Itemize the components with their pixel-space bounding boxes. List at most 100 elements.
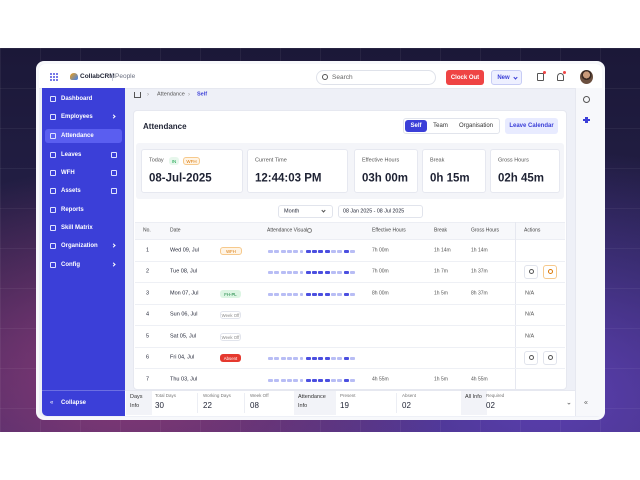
nav-item[interactable]: Attendance <box>61 133 94 139</box>
visual-segment <box>331 356 336 360</box>
nav-item[interactable]: Reports <box>61 207 84 213</box>
action-button[interactable] <box>543 265 557 279</box>
cell-no: 6 <box>146 354 150 361</box>
nav-item[interactable]: Assets <box>61 188 81 194</box>
summary-value: 02 <box>402 401 411 410</box>
brand: CollabCRM <box>80 72 115 80</box>
visual-segment <box>324 356 330 360</box>
table-header: Effective Hours <box>372 227 406 234</box>
nav-item[interactable]: Organization <box>61 243 98 249</box>
visual-segment <box>312 292 318 296</box>
action-button[interactable] <box>524 265 538 279</box>
visual-segment <box>349 292 355 296</box>
summary-value: 19 <box>340 401 349 410</box>
visual-segment <box>324 292 330 296</box>
summary-value: 30 <box>155 401 164 410</box>
summary-value: 08 <box>250 401 259 410</box>
row-divider <box>135 368 565 369</box>
cell-date: Sat 05, Jul <box>170 333 196 340</box>
visual-segment <box>318 249 324 253</box>
cell-gross: 4h 55m <box>471 376 488 383</box>
visual-segment <box>280 270 286 274</box>
search-box[interactable] <box>316 70 436 85</box>
cell-no: 7 <box>146 376 150 383</box>
summary-value: 02 <box>486 401 495 410</box>
clock-out-button[interactable]: Clock Out <box>446 70 484 85</box>
breadcrumb-sep: › <box>147 92 149 98</box>
visual-segment <box>293 249 299 253</box>
search-icon <box>322 74 328 80</box>
table-header: Date <box>170 227 181 234</box>
summary-bar <box>125 390 575 416</box>
collapse[interactable]: Collapse <box>61 400 87 406</box>
visual-segment <box>331 292 336 296</box>
visual-segment <box>274 270 280 274</box>
visual-segment <box>343 378 349 382</box>
stat-card <box>490 149 560 193</box>
stat-value: 0h 15m <box>430 172 470 185</box>
visual-segment <box>312 356 318 360</box>
range-box[interactable] <box>338 205 423 218</box>
tab-group <box>403 118 500 134</box>
nav-plus <box>111 170 117 176</box>
action-button[interactable] <box>524 351 538 365</box>
tab[interactable]: Self <box>405 120 427 132</box>
cell-gross: 1h 37m <box>471 268 488 275</box>
visual-segment <box>293 270 299 274</box>
status-tag: Week Off <box>220 311 241 319</box>
nav-item[interactable]: Employees <box>61 114 93 120</box>
cell-date: Sun 06, Jul <box>170 311 198 318</box>
visual-segment <box>337 356 343 360</box>
visual-segment <box>299 378 303 382</box>
visual-segment <box>274 249 280 253</box>
visual-segment <box>280 378 286 382</box>
avatar[interactable] <box>580 70 593 84</box>
row-divider <box>135 282 565 283</box>
nav-item[interactable]: Dashboard <box>61 96 93 102</box>
nav-icon <box>50 114 56 120</box>
new-button[interactable]: New <box>491 70 522 85</box>
status-tag: Absent <box>220 354 241 362</box>
table-header: Gross Hours <box>471 227 500 234</box>
nav-item[interactable]: Leaves <box>61 152 82 158</box>
apps-icon-dot <box>53 73 55 75</box>
status-tag: FH-PL <box>220 290 241 298</box>
tab[interactable]: Team <box>433 123 448 129</box>
leave-calendar-button[interactable]: Leave Calendar <box>505 118 558 134</box>
period: Month <box>284 207 300 214</box>
nav-icon <box>50 225 56 231</box>
info-icon <box>307 228 312 233</box>
action-button[interactable] <box>543 351 557 365</box>
table-header: Actions <box>524 227 541 234</box>
tab[interactable]: Organisation <box>458 123 494 129</box>
cell-break: 1h 5m <box>434 376 448 383</box>
apps-icon-dot <box>56 73 58 75</box>
visual-segment <box>324 270 330 274</box>
period-select[interactable] <box>278 205 333 218</box>
cell-actions: N/A <box>525 290 535 297</box>
brand-divider <box>112 73 113 81</box>
cell-no: 4 <box>146 311 150 318</box>
nav-item[interactable]: Skill Matrix <box>61 225 93 231</box>
nav-icon <box>50 188 56 194</box>
visual-segment <box>349 249 355 253</box>
visual-segment <box>286 292 292 296</box>
bell-icon[interactable] <box>557 73 564 81</box>
summary-label: Required <box>486 392 505 398</box>
visual-segment <box>337 270 343 274</box>
breadcrumb-item[interactable]: Attendance <box>157 91 185 98</box>
visual-segment <box>299 270 303 274</box>
visual-segment <box>268 356 273 360</box>
tasks-icon[interactable] <box>537 73 544 81</box>
visual-segment <box>305 378 311 382</box>
visual-segment <box>337 292 343 296</box>
stat-card <box>422 149 486 193</box>
nav-item[interactable]: Config <box>61 262 80 268</box>
apps-icon-dot <box>56 79 58 81</box>
apps-icon-dot <box>53 76 55 78</box>
stat-card <box>141 149 243 193</box>
nav-icon <box>50 133 56 139</box>
visual-segment <box>312 249 318 253</box>
nav-item[interactable]: WFH <box>61 170 75 176</box>
